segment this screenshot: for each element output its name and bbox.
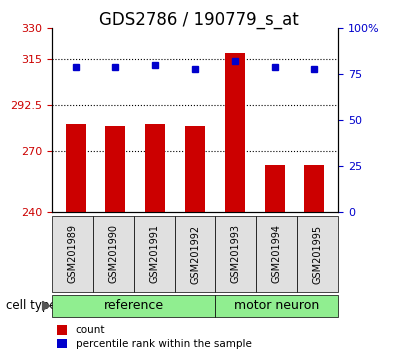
Text: GSM201992: GSM201992 bbox=[190, 224, 200, 284]
Text: GSM201989: GSM201989 bbox=[67, 224, 77, 284]
Bar bbox=[105, 126, 125, 212]
Text: cell type: cell type bbox=[6, 299, 57, 312]
Bar bbox=[225, 53, 245, 212]
Legend: count, percentile rank within the sample: count, percentile rank within the sample bbox=[57, 325, 252, 349]
Text: GDS2786 / 190779_s_at: GDS2786 / 190779_s_at bbox=[99, 11, 299, 29]
Bar bbox=[145, 125, 165, 212]
Text: GSM201994: GSM201994 bbox=[272, 224, 282, 284]
Text: reference: reference bbox=[103, 299, 164, 312]
Text: GSM201990: GSM201990 bbox=[108, 224, 118, 284]
Text: GSM201991: GSM201991 bbox=[149, 224, 159, 284]
Text: GSM201995: GSM201995 bbox=[313, 224, 323, 284]
Bar bbox=[66, 125, 86, 212]
Text: GSM201993: GSM201993 bbox=[231, 224, 241, 284]
Text: motor neuron: motor neuron bbox=[234, 299, 320, 312]
Bar bbox=[265, 165, 285, 212]
Bar bbox=[304, 165, 324, 212]
Bar bbox=[185, 126, 205, 212]
